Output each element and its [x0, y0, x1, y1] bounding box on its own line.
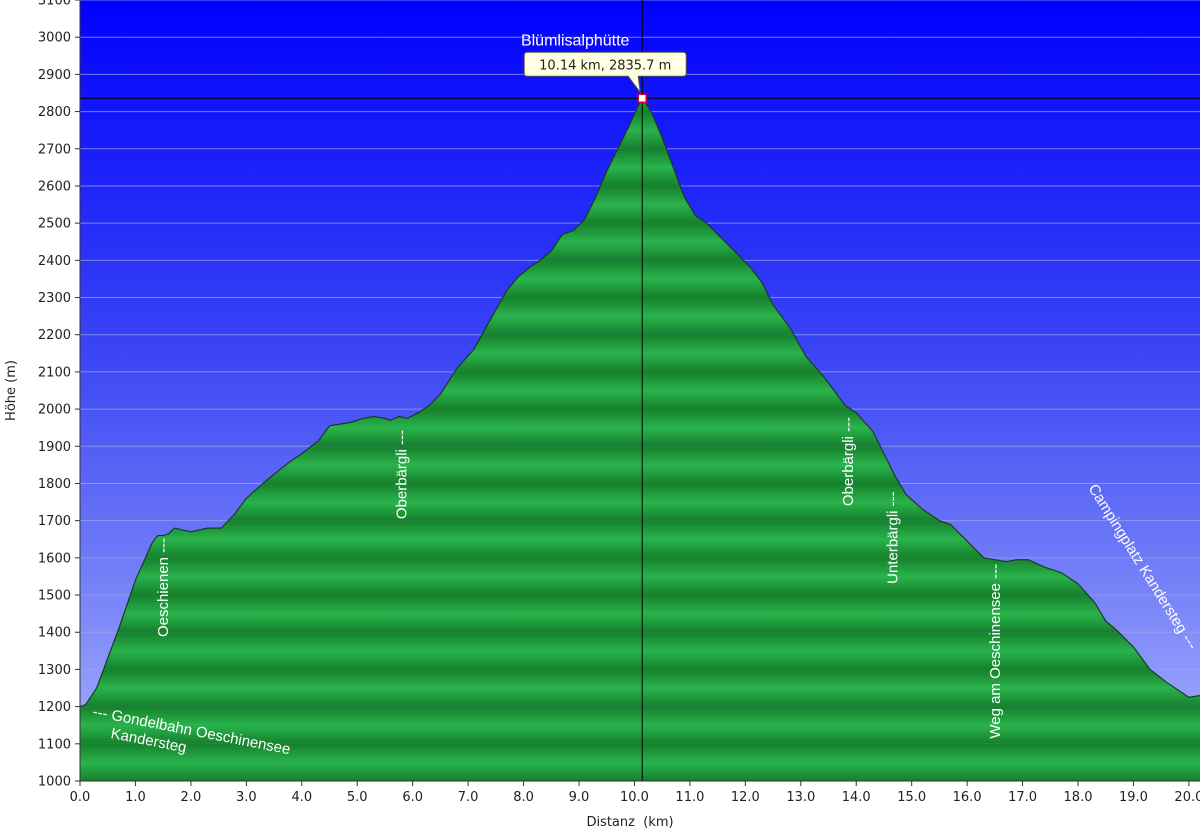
tooltip-text: 10.14 km, 2835.7 m [539, 58, 671, 73]
y-tick-label: 1200 [38, 700, 71, 715]
x-tick-label: 19.0 [1119, 790, 1148, 805]
x-tick-label: 4.0 [291, 790, 312, 805]
x-tick-label: 6.0 [402, 790, 423, 805]
x-tick-label: 7.0 [458, 790, 479, 805]
x-tick-label: 2.0 [181, 790, 202, 805]
x-tick-label: 15.0 [897, 790, 926, 805]
terrain-band [80, 595, 1200, 633]
y-tick-label: 1900 [38, 440, 71, 455]
x-tick-label: 0.0 [70, 790, 91, 805]
y-tick-label: 2300 [38, 291, 71, 306]
terrain-band [80, 706, 1200, 744]
y-axis-title: Höhe (m) [4, 360, 19, 421]
waypoint-annotations: Oeschienen --- Oberbärgli --- Oberbärgli -… [155, 417, 1004, 739]
y-tick-label: 2100 [38, 365, 71, 380]
annotation-oberbaergli-1: Oberbärgli --- [394, 430, 411, 519]
y-tick-label: 2200 [38, 328, 71, 343]
terrain-band [80, 743, 1200, 781]
terrain-band [80, 632, 1200, 670]
x-tick-label: 5.0 [347, 790, 368, 805]
y-tick-label: 1400 [38, 626, 71, 641]
summit-name-label: Blümlisalphütte [521, 32, 630, 49]
x-tick-label: 14.0 [842, 790, 871, 805]
x-tick-label: 1.0 [125, 790, 146, 805]
x-tick-label: 16.0 [953, 790, 982, 805]
x-tick-label: 20.0 [1174, 790, 1200, 805]
point-tooltip: 10.14 km, 2835.7 m [523, 51, 687, 95]
y-tick-label: 1600 [38, 551, 71, 566]
y-tick-label: 3100 [38, 0, 71, 9]
y-tick-label: 1000 [38, 775, 71, 790]
annotation-oeschienen: Oeschienen --- [155, 538, 172, 637]
x-axis-title: Distanz (km) [586, 815, 673, 830]
y-tick-label: 2400 [38, 254, 71, 269]
tooltip-box [523, 51, 687, 95]
axis-ticks: 1000 1100 1200 1300 1400 1500 1600 1700 1800 1900… [38, 0, 1200, 805]
x-tick-label: 17.0 [1008, 790, 1037, 805]
x-tick-label: 18.0 [1064, 790, 1093, 805]
x-tick-label: 11.0 [675, 790, 704, 805]
y-tick-label: 2800 [38, 105, 71, 120]
terrain-band [80, 557, 1200, 596]
annotation-unterbaergli: Unterbärgli --- [884, 491, 901, 584]
summit-marker[interactable] [637, 93, 647, 104]
y-tick-label: 1500 [38, 589, 71, 604]
x-tick-label: 9.0 [569, 790, 590, 805]
terrain-band [80, 669, 1200, 707]
y-tick-label: 1800 [38, 477, 71, 492]
x-tick-label: 13.0 [786, 790, 815, 805]
x-tick-label: 8.0 [513, 790, 534, 805]
x-tick-label: 12.0 [731, 790, 760, 805]
y-tick-label: 1700 [38, 514, 71, 529]
y-tick-label: 3000 [38, 31, 71, 46]
annotation-weg-oeschinensee: Weg am Oeschinensee --- [987, 564, 1004, 739]
annotation-oberbaergli-2: Oberbärgli --- [840, 417, 857, 506]
y-tick-label: 2500 [38, 217, 71, 232]
x-tick-label: 10.0 [620, 790, 649, 805]
y-tick-label: 2700 [38, 142, 71, 157]
elevation-series-line [79, 96, 1200, 708]
x-tick-label: 3.0 [236, 790, 257, 805]
y-tick-label: 1100 [38, 737, 71, 752]
y-tick-label: 1300 [38, 663, 71, 678]
y-tick-label: 2600 [38, 179, 71, 194]
y-tick-label: 2900 [38, 68, 71, 83]
y-tick-label: 2000 [38, 403, 71, 418]
